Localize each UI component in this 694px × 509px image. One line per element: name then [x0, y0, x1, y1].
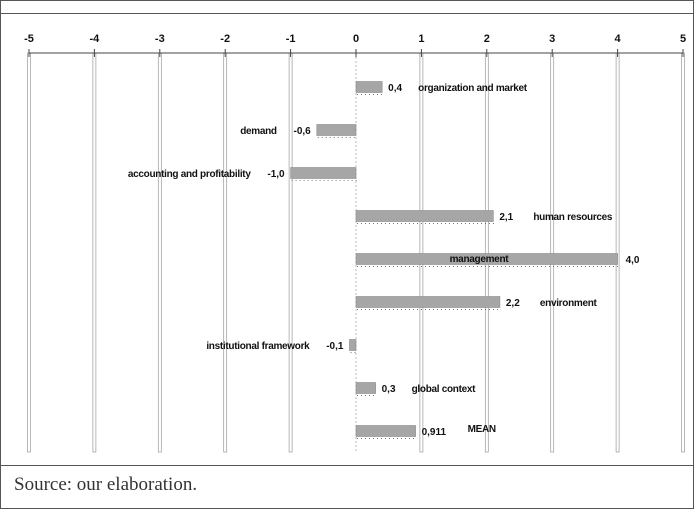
- bars: [290, 81, 619, 439]
- x-tick-label: 5: [680, 33, 686, 45]
- value-label: 0,3: [382, 384, 396, 395]
- gridline: [92, 52, 97, 453]
- x-tick-label: -5: [24, 33, 34, 45]
- x-axis: -5 -4 -3 -2 -1 0 1 2 3 4 5: [24, 33, 686, 57]
- category-label: management: [450, 254, 510, 265]
- category-label: MEAN: [468, 424, 496, 435]
- value-label: 0,4: [388, 83, 402, 94]
- bar: [355, 425, 416, 437]
- value-label: 0,911: [422, 427, 447, 438]
- x-tick-label: 0: [353, 33, 359, 45]
- value-label: 4,0: [626, 255, 640, 266]
- value-label: -0,1: [326, 341, 344, 352]
- category-label: organization and market: [418, 83, 528, 94]
- x-tick-label: 3: [549, 33, 555, 45]
- x-tick-label: 2: [484, 33, 490, 45]
- gridline: [681, 52, 685, 453]
- bar: [355, 296, 501, 308]
- value-label: -0,6: [294, 126, 312, 137]
- category-label: global context: [412, 384, 477, 395]
- bar: [316, 124, 357, 136]
- bar: [349, 339, 357, 351]
- category-label: environment: [540, 298, 598, 309]
- gridline: [157, 52, 162, 453]
- gridline: [615, 52, 620, 453]
- category-label: demand: [240, 126, 277, 137]
- gridline: [484, 52, 489, 453]
- x-tick-label: 4: [615, 33, 622, 45]
- source-divider: [0, 465, 694, 466]
- bar: [355, 253, 618, 265]
- gridline: [288, 52, 293, 453]
- x-tick-label: 1: [418, 33, 424, 45]
- x-tick-label: -2: [220, 33, 230, 45]
- source-note: Source: our elaboration.: [14, 474, 198, 495]
- x-tick-label: -4: [90, 33, 101, 45]
- top-border-line: [0, 13, 694, 14]
- bar-chart: -5 -4 -3 -2 -1 0 1 2 3 4 5 0,4 organization and mar…: [24, 33, 686, 453]
- gridline: [27, 52, 31, 453]
- value-label: 2,2: [506, 298, 520, 309]
- gridline: [550, 52, 555, 453]
- labels: 0,4 organization and market -0,6 demand -1,0…: [128, 83, 640, 438]
- x-tick-label: -1: [286, 33, 296, 45]
- bar: [355, 81, 383, 93]
- category-label: human resources: [533, 212, 613, 223]
- x-tick-label: -3: [155, 33, 165, 45]
- category-label: accounting and profitability: [128, 169, 251, 180]
- value-label: -1,0: [267, 169, 285, 180]
- bar: [290, 167, 357, 179]
- bar: [355, 210, 494, 222]
- bar: [355, 382, 376, 394]
- gridline: [223, 52, 228, 453]
- category-label: institutional framework: [206, 341, 310, 352]
- value-label: 2,1: [499, 212, 513, 223]
